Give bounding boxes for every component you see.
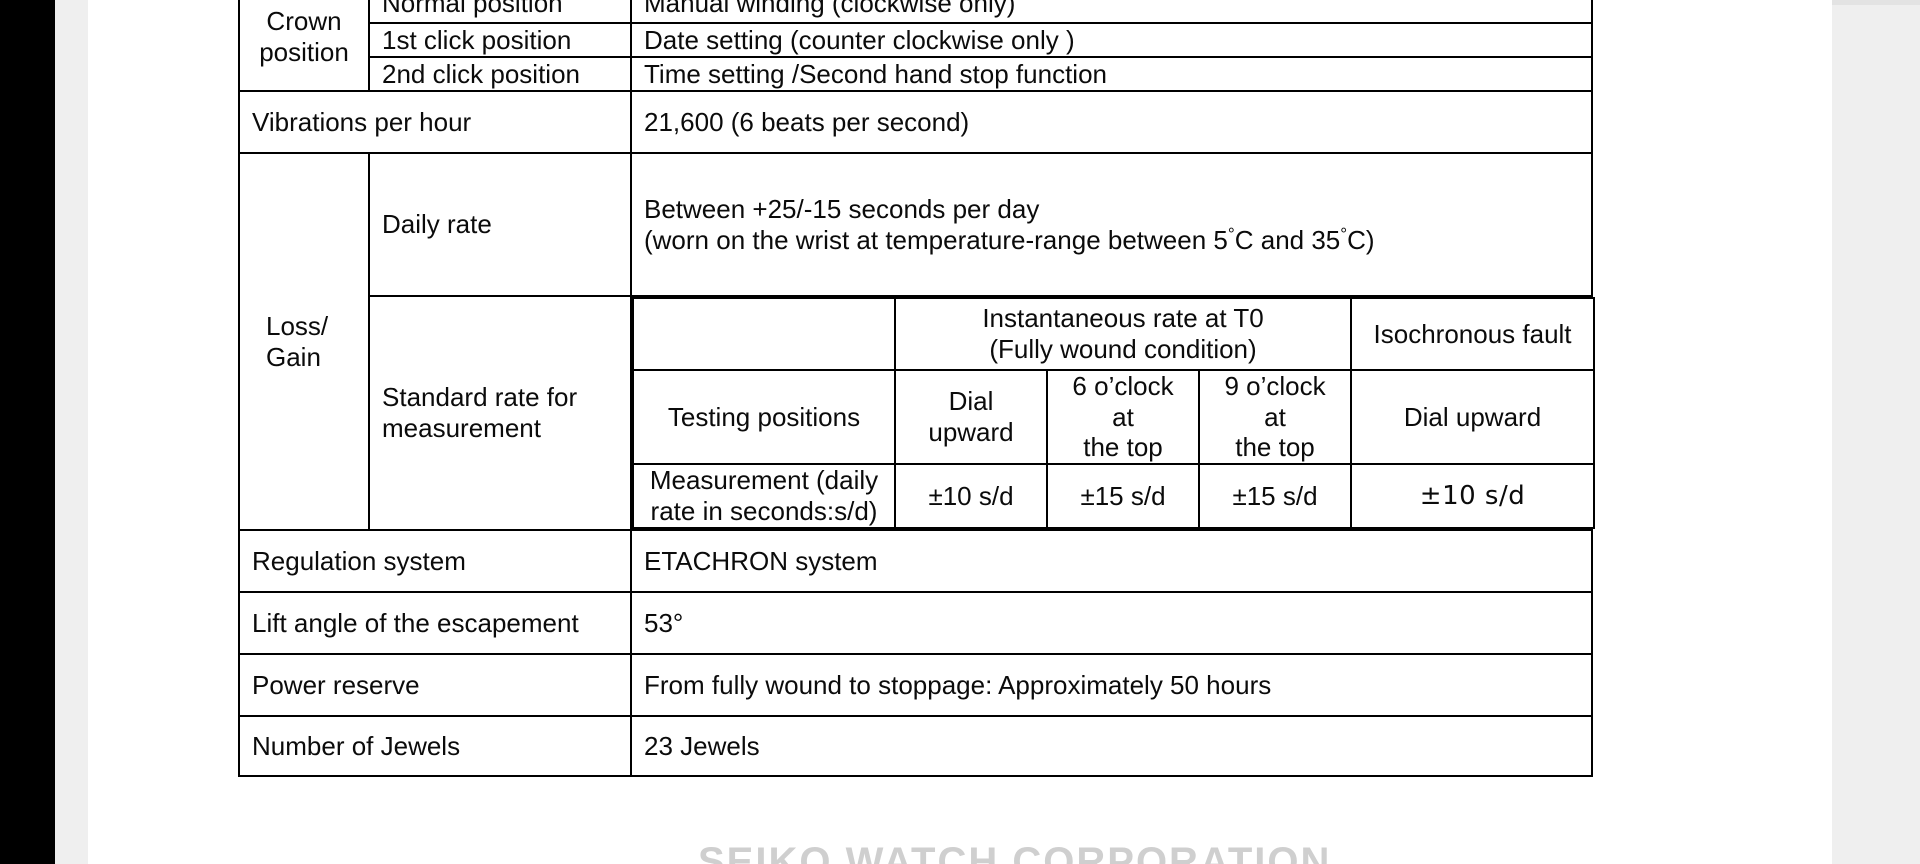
daily-rate-line2-part-b: C and 35 bbox=[1234, 224, 1341, 255]
col-header-dial-upward: Dial upward bbox=[894, 368, 1048, 466]
degree-symbol-icon: ° bbox=[672, 607, 684, 638]
loss-gain-label-line2: Gain bbox=[266, 341, 321, 372]
row-label-regulation-system: Regulation system bbox=[238, 529, 632, 594]
row-label-crown-position: Crown position bbox=[238, 0, 370, 92]
row-label-vibrations-per-hour: Vibrations per hour bbox=[238, 90, 632, 154]
lift-angle-number: 53 bbox=[644, 607, 673, 638]
crown-subrow-value-second-click: Time setting /Second hand stop function bbox=[630, 56, 1593, 92]
row-value-number-of-jewels: 23 Jewels bbox=[630, 715, 1593, 778]
crown-subrow-value-normal: Manual winding (clockwise only) bbox=[630, 0, 1593, 24]
table-row: Power reserve From fully wound to stoppa… bbox=[238, 653, 1593, 718]
row-value-regulation-system: ETACHRON system bbox=[630, 529, 1593, 594]
table-row: Loss/ Gain Daily rate Between +25/-15 se… bbox=[238, 151, 1593, 532]
table-row: Crown position Normal position Manual wi… bbox=[238, 0, 1593, 92]
degree-symbol-icon: ° bbox=[1340, 223, 1348, 244]
standard-rate-label-line2: measurement bbox=[382, 413, 541, 443]
group-header-instantaneous-rate: Instantaneous rate at T0 (Fully wound co… bbox=[893, 297, 1353, 371]
daily-rate-line2: (worn on the wrist at temperature-range … bbox=[644, 225, 1579, 256]
daily-rate-line2-part-a: (worn on the wrist at temperature-range … bbox=[644, 224, 1228, 255]
col-header-testing-positions: Testing positions bbox=[632, 368, 896, 466]
table-row: Regulation system ETACHRON system bbox=[238, 529, 1593, 594]
specification-table: Crown position Normal position Manual wi… bbox=[238, 0, 1596, 778]
measurement-subtable-container: Instantaneous rate at T0 (Fully wound co… bbox=[631, 296, 1596, 531]
row-value-lift-angle: 53° bbox=[630, 591, 1593, 656]
measurement-value-dial-upward: ±10 s/d bbox=[894, 463, 1048, 530]
table-row: Vibrations per hour 21,600 (6 beats per … bbox=[238, 90, 1593, 154]
subtable-group-header-row: Instantaneous rate at T0 (Fully wound co… bbox=[632, 297, 1596, 371]
row-label-number-of-jewels: Number of Jewels bbox=[238, 715, 632, 778]
table-row: Standard rate for measurement bbox=[239, 294, 1596, 532]
standard-rate-label-line1: Standard rate for bbox=[382, 382, 578, 413]
sub-label-daily-rate: Daily rate bbox=[368, 152, 632, 297]
subtable-measurement-row: Measurement (daily rate in seconds:s/d) … bbox=[632, 463, 1596, 530]
table-row: 2nd click position Time setting /Second … bbox=[239, 56, 1593, 92]
crown-subrow-name-second-click: 2nd click position bbox=[368, 56, 632, 92]
measurement-value-nine-oclock: ±15 s/d bbox=[1197, 463, 1353, 530]
subtable-empty-corner bbox=[632, 297, 896, 371]
crown-subrow-name-first-click: 1st click position bbox=[368, 22, 632, 58]
six-oclock-line1: 6 o’clock at bbox=[1072, 371, 1174, 432]
six-oclock-line2: the top bbox=[1083, 432, 1163, 463]
crown-label-line2: position bbox=[259, 37, 349, 67]
daily-rate-value: Between +25/-15 seconds per day (worn on… bbox=[630, 152, 1593, 297]
measurement-label-line1: Measurement (daily bbox=[649, 465, 879, 496]
col-header-six-oclock: 6 o’clock at the top bbox=[1046, 368, 1200, 466]
table-row: Lift angle of the escapement 53° bbox=[238, 591, 1593, 656]
document-page: Crown position Normal position Manual wi… bbox=[88, 0, 1832, 864]
loss-gain-label-line1: Loss/ bbox=[266, 310, 329, 341]
measurement-label-line2: rate in seconds:s/d) bbox=[650, 496, 878, 527]
row-value-vibrations-per-hour: 21,600 (6 beats per second) bbox=[630, 90, 1593, 154]
crown-subrow-name-normal: Normal position bbox=[368, 0, 632, 24]
measurement-value-isochronous: ±10 s/d bbox=[1350, 463, 1596, 530]
measurement-subtable: Instantaneous rate at T0 (Fully wound co… bbox=[632, 297, 1596, 530]
daily-rate-line2-part-c: C) bbox=[1347, 224, 1375, 255]
measurement-value-six-oclock: ±15 s/d bbox=[1046, 463, 1200, 530]
degree-symbol-icon: ° bbox=[1227, 223, 1235, 244]
crown-label-line1: Crown bbox=[266, 6, 342, 37]
document-footer-brand: SEIKO WATCH CORPORATION bbox=[698, 840, 1332, 864]
sub-label-standard-rate: Standard rate for measurement bbox=[368, 294, 632, 532]
table-row: Number of Jewels 23 Jewels bbox=[238, 715, 1593, 778]
measurement-row-label: Measurement (daily rate in seconds:s/d) bbox=[632, 463, 896, 530]
row-label-loss-gain: Loss/ Gain bbox=[238, 151, 370, 532]
group-header-isochronous-fault: Isochronous fault bbox=[1350, 297, 1596, 371]
nine-oclock-line1: 9 o’clock at bbox=[1224, 371, 1326, 432]
row-label-lift-angle: Lift angle of the escapement bbox=[238, 591, 632, 656]
instantaneous-rate-line2: (Fully wound condition) bbox=[989, 334, 1257, 364]
subtable-column-header-row: Testing positions Dial upward 6 o’clock … bbox=[632, 368, 1596, 466]
nine-oclock-line2: the top bbox=[1235, 432, 1315, 463]
row-value-power-reserve: From fully wound to stoppage: Approximat… bbox=[630, 653, 1593, 718]
col-header-isochronous-dial-upward: Dial upward bbox=[1350, 368, 1596, 466]
daily-rate-line1: Between +25/-15 seconds per day bbox=[644, 193, 1040, 224]
viewer-left-rail bbox=[0, 0, 55, 864]
crown-subrow-value-first-click: Date setting (counter clockwise only ) bbox=[630, 22, 1593, 58]
row-label-power-reserve: Power reserve bbox=[238, 653, 632, 718]
instantaneous-rate-line1: Instantaneous rate at T0 bbox=[982, 303, 1264, 334]
col-header-nine-oclock: 9 o’clock at the top bbox=[1197, 368, 1353, 466]
table-row: 1st click position Date setting (counter… bbox=[239, 22, 1593, 58]
